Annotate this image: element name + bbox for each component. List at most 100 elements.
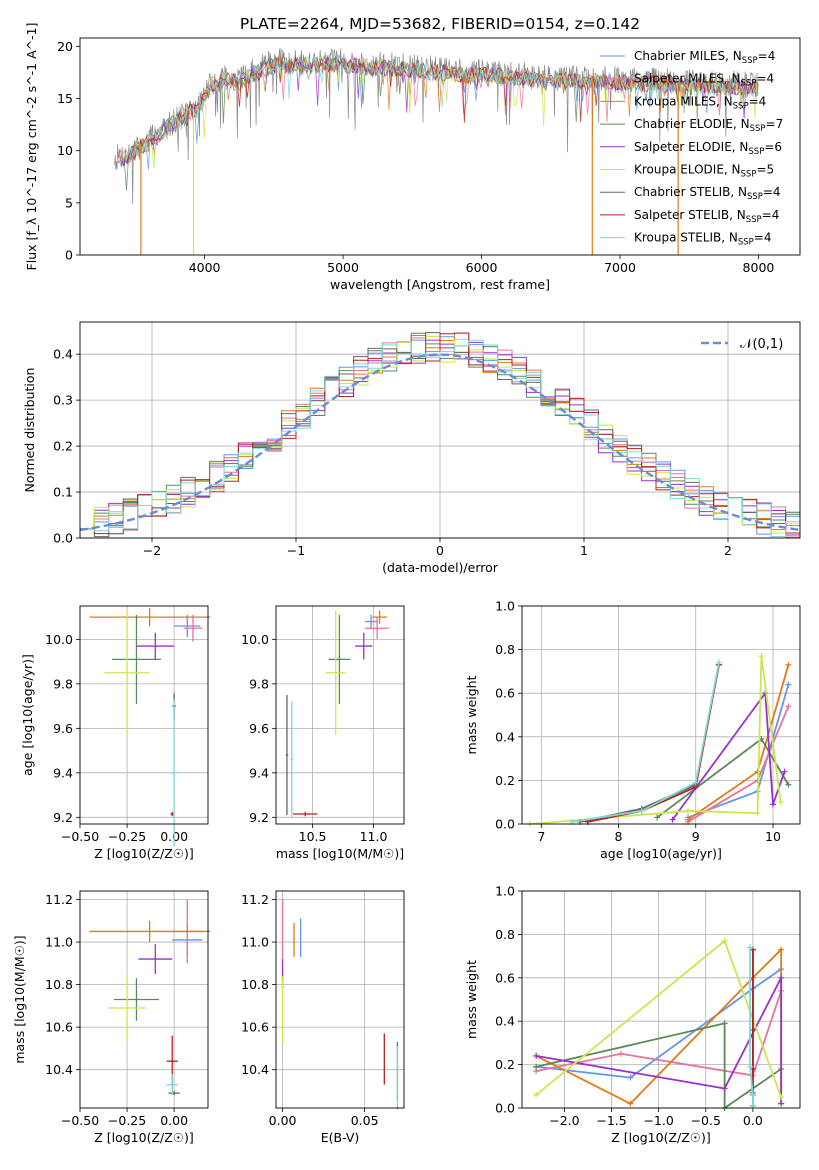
x-axis-label: wavelength [Angstrom, rest frame] [330,277,550,292]
weight-marker [778,974,785,981]
weight-marker [747,944,754,951]
x-tick-label: −1 [287,543,305,558]
weight-marker [754,768,761,775]
y-tick-label: 0.8 [495,642,515,657]
y-tick-label: 5 [65,195,73,210]
x-axis-label: age [log10(age/yr)] [600,846,722,861]
x-tick-label: 6000 [466,260,498,275]
weight-line-kroupa-stelib [749,947,754,1106]
legend-label: Kroupa MILES, NSSP=4 [634,94,766,111]
figure-title: PLATE=2264, MJD=53682, FIBERID=0154, z=0… [240,15,640,33]
x-tick-label: −0.25 [108,1113,146,1128]
weight-marker [785,661,792,668]
weight-marker [778,946,785,953]
y-tick-label: 0.0 [53,531,73,546]
panel-spectrum: 4000 5000 6000 7000 8000 0 5 10 15 20 wavelength [… [24,23,801,292]
y-tick-label: 0.1 [53,485,73,500]
y-axis-label: Normed distribution [22,368,37,493]
x-tick-label: 0 [436,543,444,558]
y-tick-label: 11.2 [241,892,269,907]
axes-frame [275,890,405,1109]
weight-marker [721,937,728,944]
y-axis-label: mass weight [464,675,479,754]
y-tick-label: 9.2 [53,810,73,825]
weight-marker [685,807,692,814]
x-tick-label: 0.00 [269,1113,297,1128]
x-tick-label: 8 [615,829,623,844]
x-axis-label: Z [log10(Z/Z☉)] [94,1130,194,1145]
weight-marker [692,779,699,786]
x-tick-label: 10.5 [299,829,327,844]
y-tick-label: 11.0 [45,935,73,950]
y-tick-label: 0 [65,248,73,263]
x-tick-label: −0.50 [61,1113,99,1128]
weight-marker [777,799,784,806]
y-tick-label: 0.0 [495,817,515,832]
weight-marker [778,1094,785,1101]
weight-marker [785,703,792,710]
weight-marker [721,1085,728,1092]
y-tick-label: 10.0 [45,632,73,647]
model-spectrum-kroupa-elodie [122,56,758,169]
x-tick-label: 7000 [604,260,636,275]
y-tick-label: 9.4 [249,765,269,780]
axes-frame [79,605,209,825]
weight-marker [638,807,645,814]
legend-label: Chabrier ELODIE, NSSP=7 [634,117,783,134]
y-tick-label: 1.0 [495,884,515,899]
y-axis-label: mass [log10(M/M☉)] [12,935,27,1063]
weight-marker [685,816,692,823]
weight-marker [627,1074,634,1081]
y-tick-label: 10.6 [241,1020,269,1035]
y-tick-label: 0.6 [495,970,515,985]
panel-mass-vs-age: 10.5 11.0 9.2 9.4 9.6 9.8 10.0 mass [log10(M/M☉… [241,605,405,861]
legend-label: Chabrier MILES, NSSP=4 [634,49,775,66]
x-axis-label: (data-model)/error [382,560,499,575]
histogram-lines [80,332,800,538]
x-tick-label: 10 [765,829,781,844]
x-axis-label: Z [log10(Z/Z☉)] [94,846,194,861]
axes-frame [79,37,801,256]
y-tick-label: 0.8 [495,927,515,942]
x-tick-label: 9 [692,829,700,844]
weight-marker [533,1052,540,1059]
weight-line-chabrier-stelib [579,664,720,823]
legend-label: 𝒩(0,1) [740,337,783,352]
x-tick-label: −1.0 [643,1113,673,1128]
weight-marker [785,781,792,788]
y-tick-label: 0.0 [495,1101,515,1116]
y-axis-label: mass weight [464,960,479,1039]
x-tick-label: 7 [537,829,545,844]
y-tick-label: 9.6 [53,721,73,736]
weight-marker [721,1020,728,1027]
y-tick-label: 0.4 [53,347,73,362]
y-tick-label: 0.4 [495,1014,515,1029]
y-tick-label: 1.0 [495,599,515,614]
y-tick-label: 10.8 [45,977,73,992]
weight-marker [747,1063,754,1070]
x-axis-label: Z [log10(Z/Z☉)] [611,1130,711,1145]
axes-frame [275,605,405,825]
axes-frame [521,605,801,825]
weight-marker [669,816,676,823]
panel-z-vs-age: −0.50 −0.25 0.009.29.49.69.810.0Z [log10(Z… [20,605,210,861]
weight-marker [785,681,792,688]
panel-age-vs-weight: 7 8 9 10 0.0 0.2 0.4 0.6 0.8 1.0 age [log10(age/yr… [464,599,801,861]
x-tick-label: −0.5 [691,1113,721,1128]
normal-reference-curve [80,353,800,532]
x-axis-label: E(B-V) [321,1130,360,1145]
y-tick-label: 10.6 [45,1020,73,1035]
weight-marker [754,810,761,817]
weight-marker [617,1050,624,1057]
y-tick-label: 15 [57,91,73,106]
x-tick-label: −0.25 [108,829,146,844]
x-tick-label: 1 [580,543,588,558]
weight-marker [781,768,788,775]
x-tick-label: −2 [143,543,161,558]
axes-frame [521,890,801,1109]
y-tick-label: 0.4 [495,729,515,744]
y-tick-label: 20 [57,39,73,54]
weight-line-salpeter-stelib [587,664,720,823]
x-tick-label: −2.0 [549,1113,579,1128]
